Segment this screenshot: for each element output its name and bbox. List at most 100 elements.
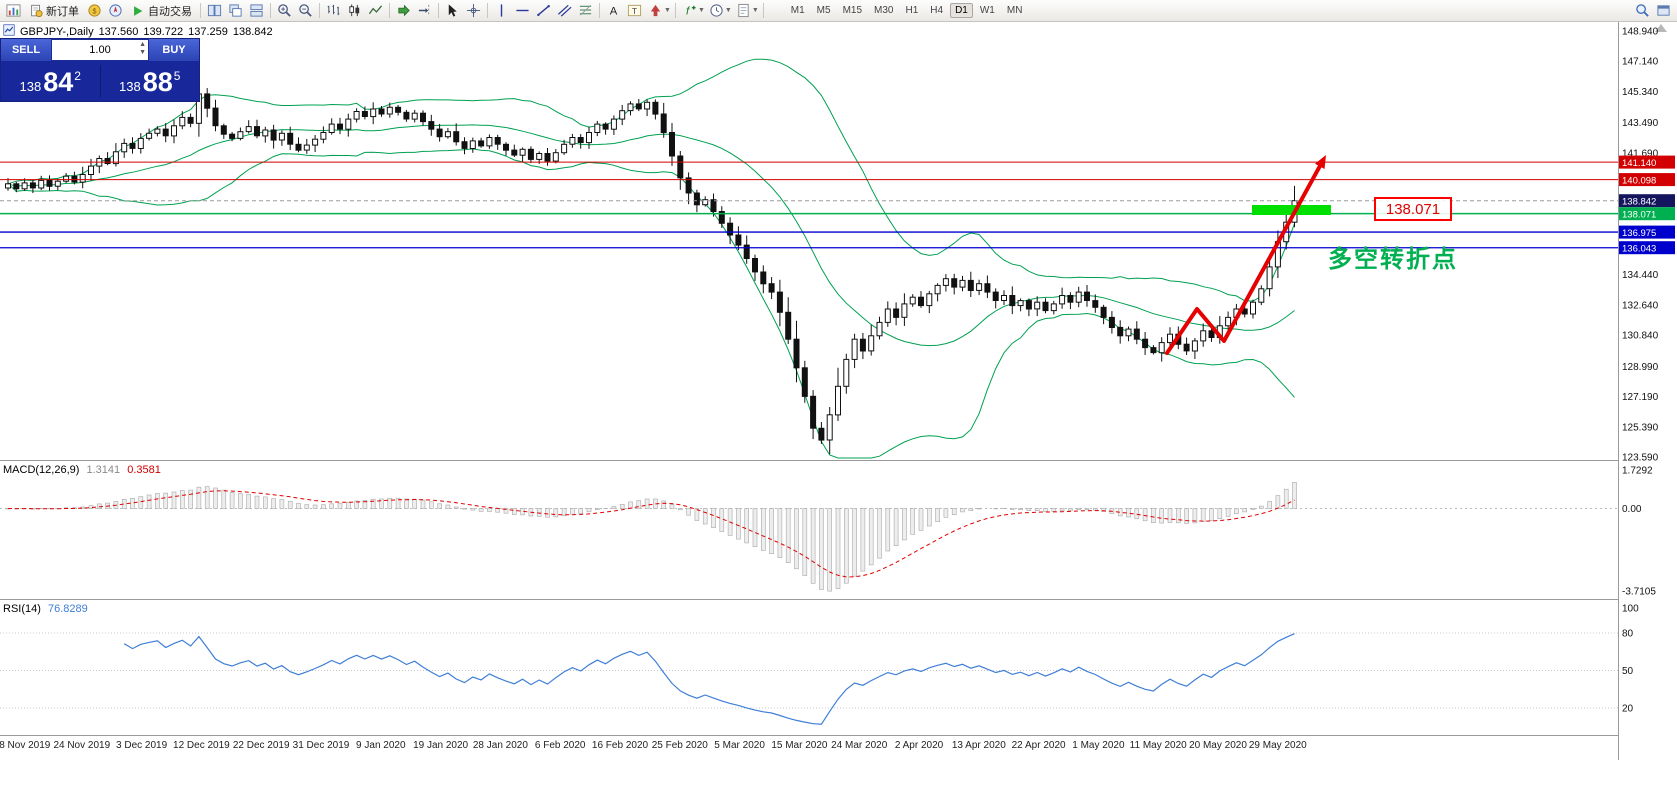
volume-input[interactable]: 1.00 ▲ ▼ [51,39,149,61]
date-axis-label: 24 Mar 2020 [831,740,888,751]
candlestick-series [5,86,1298,455]
dropdown-caret-icon[interactable]: ▼ [697,7,705,14]
macd-indicator-label: MACD(12,26,9) 1.3141 0.3581 [3,464,161,476]
chart-title: GBPJPY-,Daily 137.560 139.722 137.259 13… [3,24,273,39]
buy-price-display[interactable]: 138 88 5 [119,67,181,97]
line-chart-icon[interactable] [365,2,386,20]
bar-chart-icon[interactable] [323,2,344,20]
trend-arrow[interactable] [1165,164,1322,355]
dropdown-caret-icon[interactable]: ▼ [751,7,759,14]
rsi-axis-label: 50 [1622,666,1634,677]
price-callout-box[interactable]: 138.071 [1374,197,1452,221]
panel-separators [0,22,1677,760]
quote-open: 137.560 [98,25,139,38]
vertical-line-icon[interactable] [491,2,512,20]
quote-high: 139.722 [143,25,184,38]
rsi-indicator-label: RSI(14) 76.8289 [3,603,88,615]
timeframe-button-h4[interactable]: H4 [930,5,944,16]
date-axis-label: 5 Mar 2020 [714,740,765,751]
price-axis-label: 132.640 [1622,300,1659,311]
svg-text:f: f [686,5,691,17]
text-label-icon[interactable]: T [624,2,645,20]
chart-shift-icon[interactable] [414,2,435,20]
date-axis-label: 22 Apr 2020 [1012,740,1066,751]
timeframe-button-mn[interactable]: MN [1006,5,1023,16]
sell-price-display[interactable]: 138 84 2 [19,67,81,97]
macd-panel: 1.7292 0.00 -3.7105 [0,466,1656,598]
trend-arrow-head [1315,155,1326,169]
price-level-label: 138.842 [1622,197,1656,208]
toolbar-separator [438,3,439,18]
quote-close: 138.842 [232,25,273,38]
date-axis-label: 19 Jan 2020 [413,740,468,751]
new-chart-icon[interactable] [3,2,24,20]
timeframe-button-m1[interactable]: M1 [790,5,805,16]
date-axis-label: 11 May 2020 [1130,740,1188,751]
new-order-button[interactable]: 新订单 [24,2,84,20]
date-axis-label: 22 Dec 2019 [233,740,290,751]
price-divider [99,65,101,97]
toolbar-separator [200,3,201,18]
auto-scroll-icon[interactable] [393,2,414,20]
toolbar-separator [674,3,676,18]
volume-value[interactable]: 1.00 [89,44,111,56]
one-click-trading-panel: SELL 1.00 ▲ ▼ BUY 138 84 2 138 88 5 [0,38,200,102]
chart-annotations[interactable] [1165,155,1331,355]
support-zone-highlight[interactable] [1252,205,1331,215]
bollinger-lower-band [7,148,1295,459]
crosshair-icon[interactable] [463,2,484,20]
market-watch-icon[interactable]: $ [84,2,105,20]
price-level-label: 141.140 [1622,158,1656,169]
template-icon[interactable] [733,2,754,20]
macd-axis-label: 1.7292 [1622,466,1653,477]
indicators-icon[interactable]: f [679,2,700,20]
macd-signal-value: 0.3581 [127,464,161,476]
autotrading-button[interactable]: 自动交易 [126,2,197,20]
timeframe-toolbar: M1 M5 M15 M30 H1 H4 D1 W1 MN [785,3,1029,18]
tile-windows-icon[interactable] [204,2,225,20]
scroll-up-icon [1655,24,1667,32]
volume-increase-button[interactable]: ▲ [139,41,146,48]
periods-icon[interactable] [706,2,727,20]
volume-decrease-button[interactable]: ▼ [139,49,146,56]
dropdown-caret-icon[interactable]: ▼ [664,7,671,14]
horizontal-level-lines[interactable] [0,161,1618,249]
timeframe-button-h1[interactable]: H1 [905,5,919,16]
timeframe-button-m5[interactable]: M5 [816,5,831,16]
sell-button[interactable]: SELL [1,39,51,61]
candlestick-chart-icon[interactable] [344,2,365,20]
macd-axis-label: 0.00 [1622,504,1642,515]
text-icon[interactable]: A [603,2,624,20]
cursor-icon[interactable] [442,2,463,20]
buy-button[interactable]: BUY [149,39,199,61]
toolbar-separator [487,3,488,18]
dropdown-caret-icon[interactable]: ▼ [724,7,732,14]
timeframe-button-m30[interactable]: M30 [874,5,894,16]
cascade-windows-icon[interactable] [225,2,246,20]
zoom-out-icon[interactable] [295,2,316,20]
timeframe-button-w1[interactable]: W1 [979,5,995,16]
price-axis-label: 141.690 [1622,148,1659,159]
toolbar-separator [762,3,764,18]
arrange-windows-icon[interactable] [246,2,267,20]
channel-icon[interactable] [554,2,575,20]
fibonacci-icon[interactable] [575,2,596,20]
price-level-label: 138.071 [1622,210,1656,221]
timeframe-button-m15[interactable]: M15 [842,5,863,16]
timeframe-button-d1[interactable]: D1 [950,3,973,18]
trendline-icon[interactable] [533,2,554,20]
turning-point-annotation[interactable]: 多空转折点 [1328,246,1458,273]
navigator-icon[interactable] [105,2,126,20]
windows-icon[interactable] [1653,2,1674,20]
arrows-icon[interactable] [645,2,666,20]
rsi-name: RSI(14) [3,603,41,615]
price-axis-label: 134.440 [1622,270,1659,281]
chart-symbol-icon [3,24,15,39]
horizontal-line-icon[interactable] [512,2,533,20]
main-toolbar: 新订单 $ 自动交易 A T ▼ f ▼ ▼ ▼ M1 M5 M15 M30 H1 H4 D1 W1 MN [0,0,1677,22]
svg-text:T: T [632,6,637,16]
zoom-in-icon[interactable] [274,2,295,20]
search-icon[interactable] [1632,2,1653,20]
